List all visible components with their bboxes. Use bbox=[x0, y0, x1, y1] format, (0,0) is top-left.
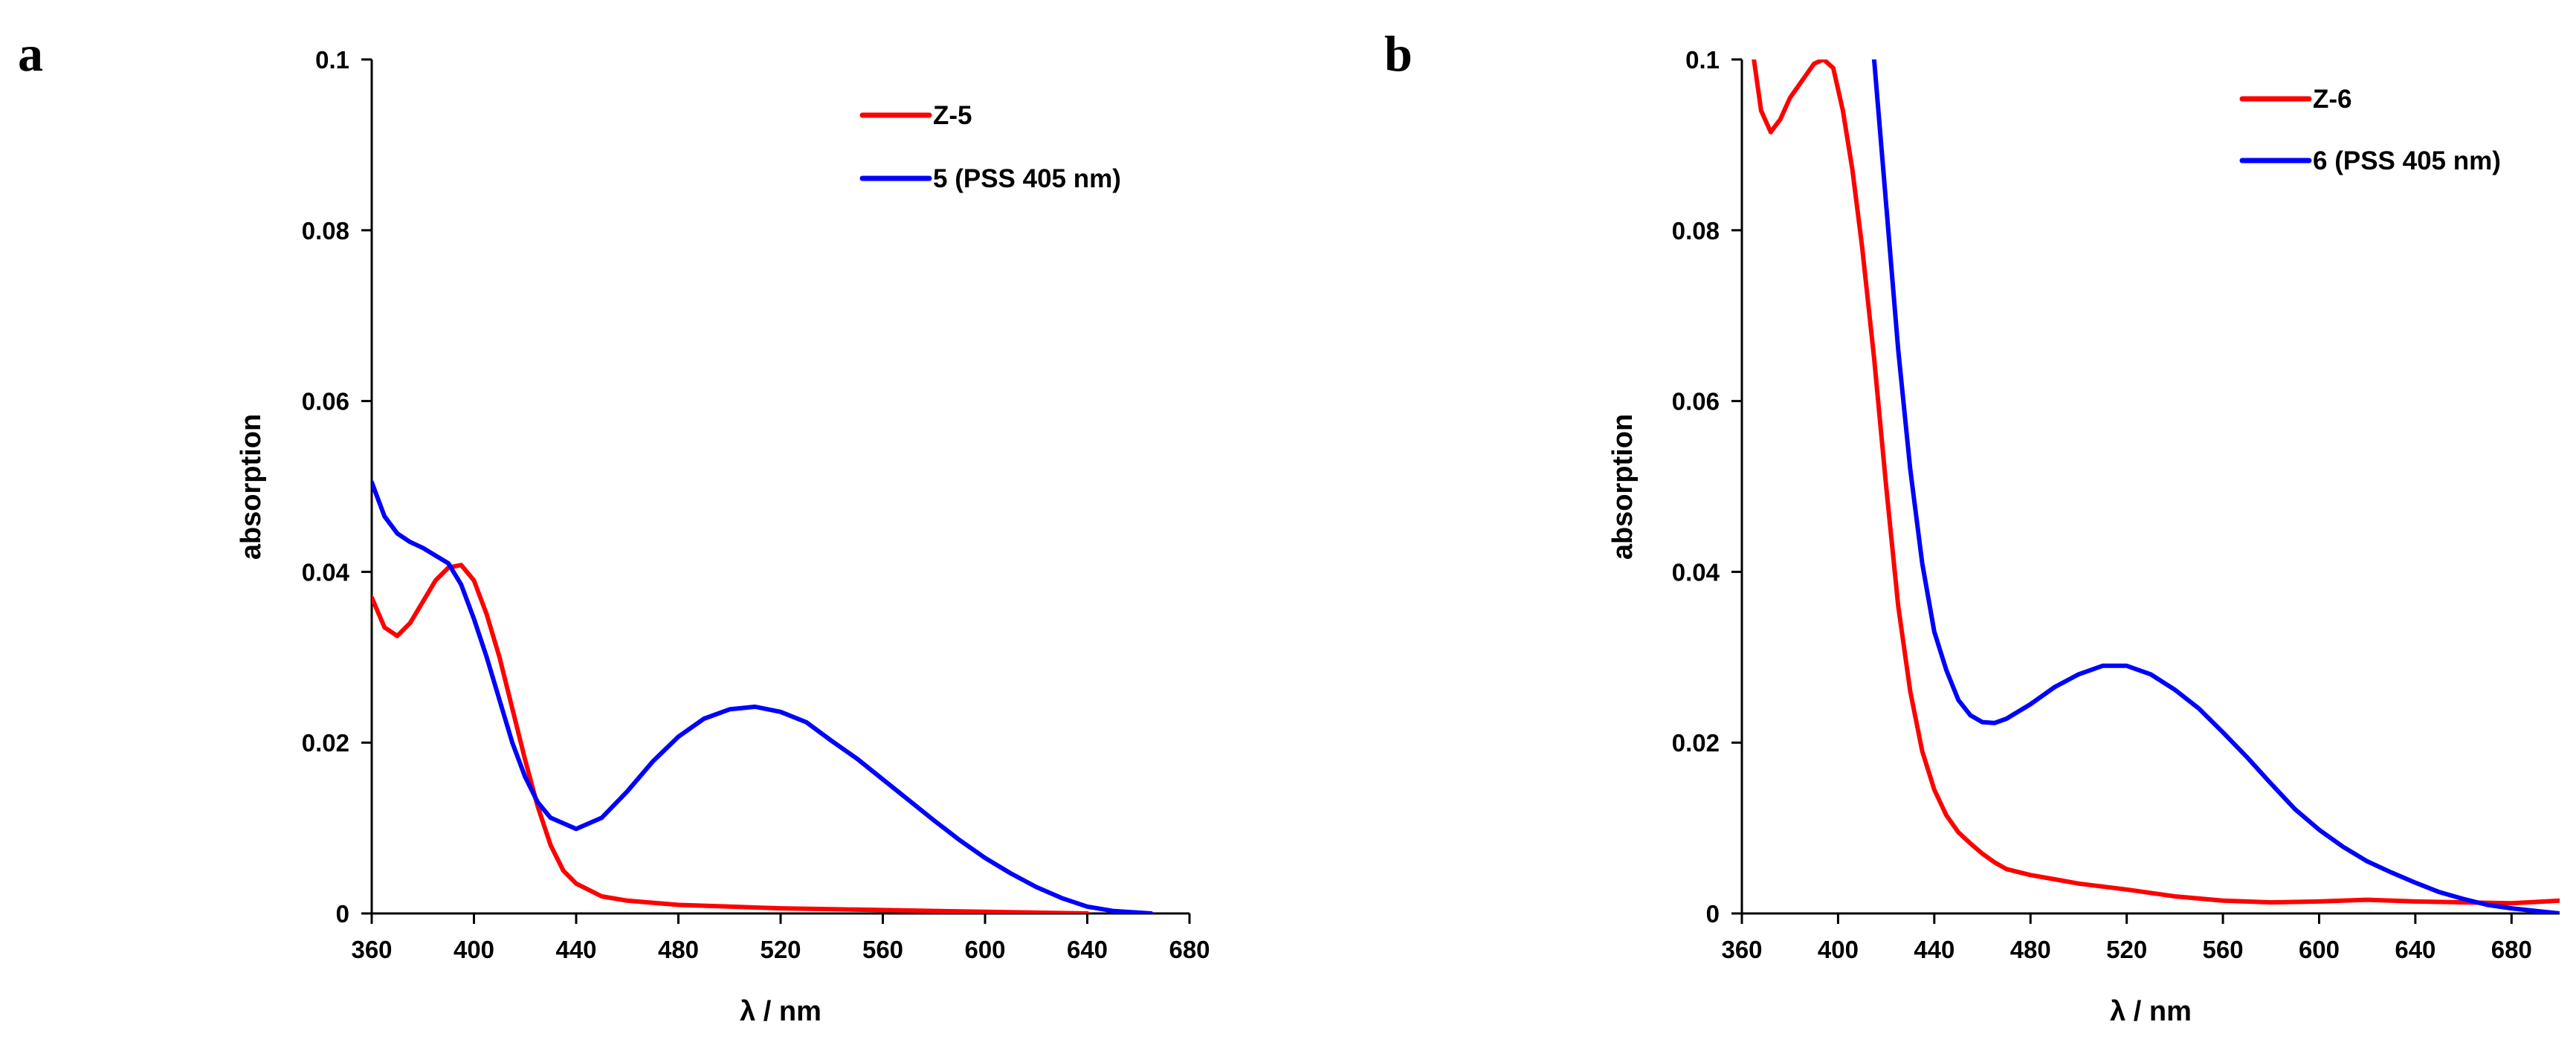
series-line-2 bbox=[372, 479, 1154, 913]
x-tick-label: 360 bbox=[1721, 936, 1762, 963]
y-tick-label: 0.06 bbox=[1672, 388, 1720, 415]
x-axis-title: λ / nm bbox=[740, 996, 821, 1027]
panel-letter: b bbox=[1384, 25, 1413, 82]
y-tick-label: 0.08 bbox=[1672, 217, 1720, 245]
x-tick-label: 400 bbox=[453, 936, 494, 963]
legend: Z-6 6 (PSS 405 nm) bbox=[2239, 85, 2501, 175]
legend-label-z5: Z-5 bbox=[933, 101, 972, 130]
x-axis-title: λ / nm bbox=[2110, 996, 2192, 1027]
y-tick-label: 0.1 bbox=[1685, 46, 1720, 74]
x-tick-label: 560 bbox=[862, 936, 903, 963]
x-tick-label: 520 bbox=[760, 936, 801, 963]
series-line-1 bbox=[1752, 59, 2560, 906]
legend: Z-5 5 (PSS 405 nm) bbox=[859, 101, 1121, 193]
x-tick-label: 600 bbox=[964, 936, 1005, 963]
panel-a: a absorption λ / nm Z-5 5 (PSS 405 nm) 0… bbox=[18, 25, 1210, 1027]
y-tick-label: 0 bbox=[336, 900, 349, 928]
x-tick-label: 520 bbox=[2106, 936, 2147, 963]
y-tick-label: 0.04 bbox=[302, 558, 350, 586]
legend-label-z6: Z-6 bbox=[2313, 85, 2352, 114]
y-tick-label: 0.04 bbox=[1672, 558, 1720, 586]
y-tick-label: 0.02 bbox=[302, 729, 349, 757]
x-tick-label: 400 bbox=[1818, 936, 1859, 963]
x-tick-label: 480 bbox=[658, 936, 699, 963]
x-tick-label: 440 bbox=[1914, 936, 1954, 963]
y-axis-title: absorption bbox=[236, 414, 267, 560]
x-tick-label: 360 bbox=[351, 936, 392, 963]
y-tick-label: 0.02 bbox=[1672, 729, 1720, 757]
legend-label-pss-6: 6 (PSS 405 nm) bbox=[2313, 146, 2501, 175]
y-axis-title: absorption bbox=[1607, 414, 1639, 560]
series-line-2 bbox=[1871, 59, 2560, 913]
x-tick-label: 600 bbox=[2299, 936, 2340, 963]
x-tick-label: 680 bbox=[2491, 936, 2532, 963]
x-tick-label: 680 bbox=[1169, 936, 1210, 963]
x-tick-label: 480 bbox=[2010, 936, 2051, 963]
x-tick-label: 640 bbox=[1067, 936, 1108, 963]
panel-letter: a bbox=[18, 25, 43, 82]
legend-label-pss-5: 5 (PSS 405 nm) bbox=[933, 164, 1121, 193]
x-tick-label: 560 bbox=[2203, 936, 2244, 963]
x-tick-label: 440 bbox=[555, 936, 596, 963]
y-tick-label: 0.1 bbox=[315, 46, 349, 74]
panel-b: b absorption λ / nm Z-6 6 (PSS 405 nm) 0… bbox=[1384, 25, 2560, 1027]
series-line-1 bbox=[372, 563, 1090, 913]
x-tick-label: 640 bbox=[2395, 936, 2435, 963]
y-tick-label: 0 bbox=[1706, 900, 1720, 928]
y-tick-label: 0.06 bbox=[302, 388, 349, 415]
y-tick-label: 0.08 bbox=[302, 217, 349, 245]
